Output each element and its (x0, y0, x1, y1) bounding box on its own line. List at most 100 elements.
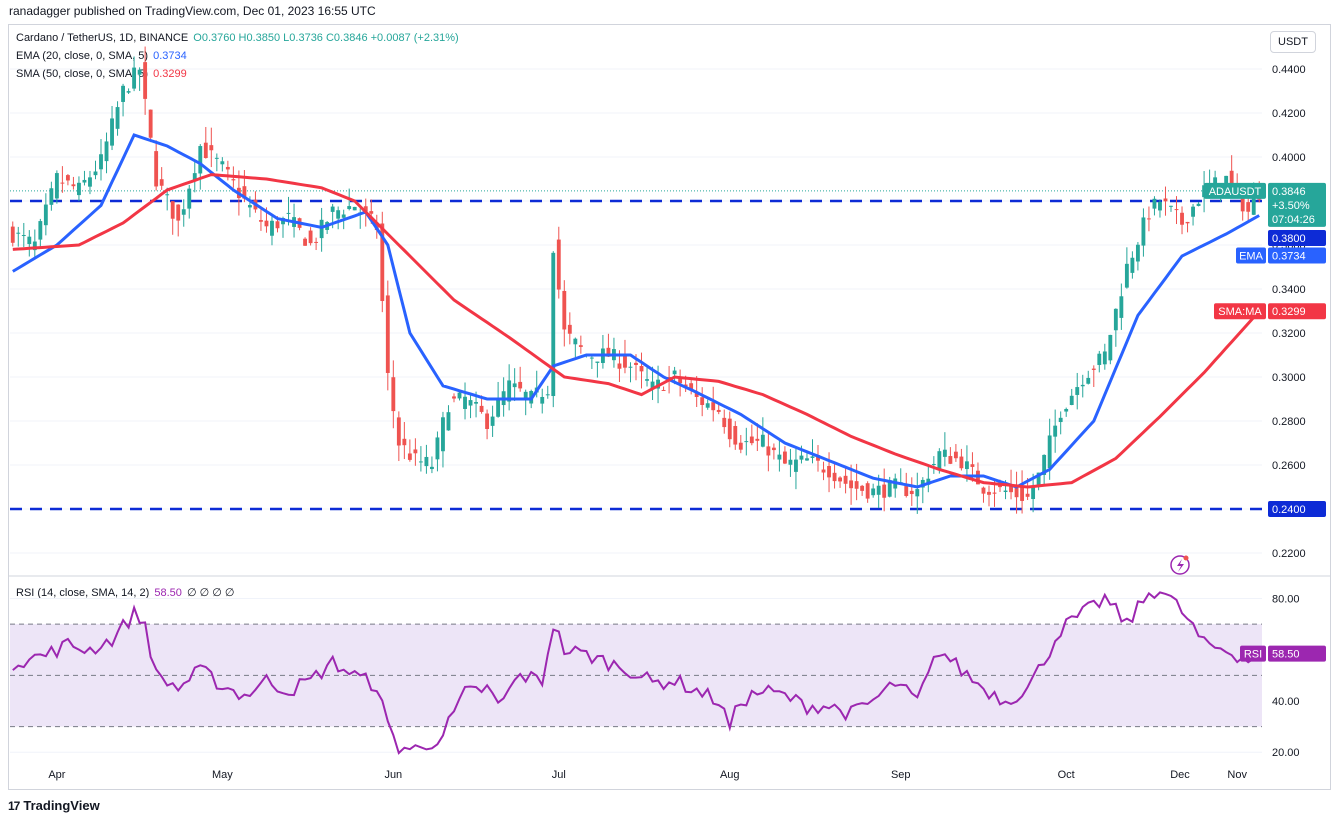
time-tick-label: Oct (1058, 769, 1075, 781)
candle-body (137, 69, 142, 75)
symbol-title[interactable]: Cardano / TetherUS, 1D, BINANCE (16, 32, 189, 44)
candle-body (170, 201, 175, 219)
candle-body (496, 397, 501, 417)
level-low-tag-text: 0.2400 (1272, 504, 1306, 516)
alert-dot (1183, 555, 1189, 561)
candle-body (931, 463, 936, 465)
candle-body (275, 221, 280, 229)
ema-value: 0.3734 (153, 50, 187, 62)
candle-body (1080, 384, 1085, 387)
candle-body (573, 338, 578, 345)
candle-body (843, 475, 848, 484)
candle-body (617, 363, 622, 369)
candle-body (623, 354, 627, 368)
candle-body (21, 235, 26, 237)
candle-body (132, 67, 137, 89)
candle-body (1224, 175, 1229, 188)
candle-body (1031, 487, 1036, 500)
candle-body (1147, 218, 1151, 220)
sma50-line (12, 173, 1261, 489)
currency-button[interactable]: USDT (1270, 31, 1316, 53)
candle-body (259, 220, 263, 222)
candle-body (1020, 486, 1025, 501)
candle-body (1009, 484, 1013, 493)
candle-body (49, 188, 54, 205)
candle-body (82, 179, 87, 183)
candle-body (992, 492, 997, 494)
candle-body (1014, 484, 1019, 498)
candle-body (1069, 395, 1074, 406)
candle-body (143, 62, 148, 99)
ohlc-values: O0.3760 H0.3850 L0.3736 C0.3846 +0.0087 … (193, 32, 459, 44)
candle-body (545, 394, 550, 396)
candle-body (959, 456, 964, 469)
candle-body (981, 487, 986, 494)
tradingview-footer[interactable]: 17 TradingView (8, 798, 100, 813)
price-tick-label: 0.4400 (1272, 64, 1306, 76)
candle-body (766, 446, 771, 456)
candle-body (738, 442, 743, 450)
rsi-label[interactable]: RSI (14, close, SMA, 14, 2) (16, 587, 150, 599)
candle-body (1251, 197, 1256, 215)
candle-body (65, 175, 70, 181)
candle-body (1180, 212, 1184, 225)
candle-body (1108, 334, 1113, 361)
candle-body (225, 166, 230, 170)
candle-body (1135, 244, 1140, 262)
candle-body (948, 456, 953, 464)
level-low-tag (1268, 501, 1326, 517)
candle-body (694, 392, 699, 397)
candle-body (606, 347, 611, 357)
candle-body (93, 171, 98, 176)
candle-body (347, 206, 352, 210)
last-price-tag-text: +3.50% (1272, 200, 1310, 212)
candle-body (970, 464, 975, 467)
candle-body (849, 480, 854, 489)
candle-body (816, 455, 820, 461)
candle-body (556, 239, 561, 290)
candle-body (1003, 490, 1008, 492)
candle-body (777, 454, 782, 460)
price-tick-label: 0.4000 (1272, 152, 1306, 164)
last-price-tag (1268, 182, 1326, 227)
candle-body (871, 488, 876, 496)
candle-body (942, 449, 947, 457)
candle-body (1091, 368, 1096, 370)
rsi-tag-prefix (1240, 645, 1266, 662)
sma-value: 0.3299 (153, 68, 187, 80)
candle-body (987, 491, 991, 495)
candle-body (1130, 257, 1135, 273)
candle-body (176, 204, 181, 221)
candle-body (330, 206, 335, 212)
time-tick-label: Sep (891, 769, 911, 781)
time-tick-label: Jun (384, 769, 402, 781)
candle-body (43, 204, 48, 226)
ema-tag-prefix-text: EMA (1239, 251, 1264, 263)
candle-body (181, 209, 186, 215)
candle-body (832, 472, 837, 482)
candle-body (512, 383, 517, 388)
candle-body (1240, 197, 1245, 212)
candle-body (308, 230, 313, 244)
candle-body (314, 241, 319, 243)
candle-body (319, 219, 324, 239)
candle-body (915, 489, 920, 497)
candle-body (589, 357, 594, 359)
time-tick-label: Apr (48, 769, 65, 781)
candle-body (429, 466, 434, 470)
candle-body (485, 413, 490, 430)
candle-body (352, 206, 357, 211)
candle-body (457, 392, 462, 399)
candle-body (60, 182, 65, 184)
candle-body (214, 157, 219, 159)
sma-label[interactable]: SMA (50, close, 0, SMA, 5) (16, 68, 149, 80)
candle-body (264, 220, 269, 227)
candle-body (110, 118, 114, 146)
rsi-empty-values: ∅ ∅ ∅ ∅ (186, 587, 235, 599)
candle-body (1053, 425, 1058, 437)
candle-body (71, 184, 76, 187)
candle-body (771, 447, 776, 451)
ema-label[interactable]: EMA (20, close, 0, SMA, 5) (16, 50, 149, 62)
rsi-tick-label: 40.00 (1272, 696, 1300, 708)
